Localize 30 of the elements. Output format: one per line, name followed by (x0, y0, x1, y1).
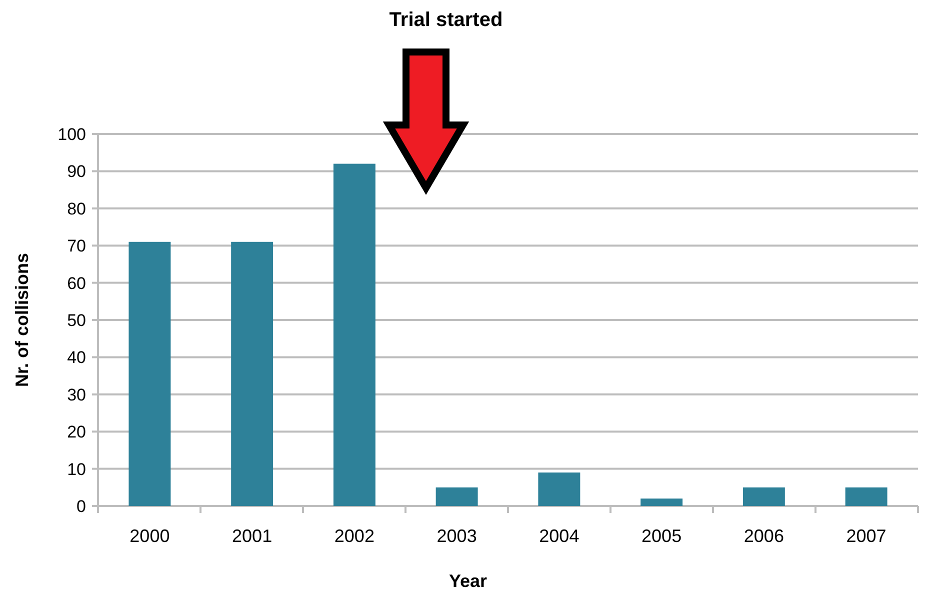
y-tick-label: 10 (67, 460, 86, 479)
y-axis-title: Nr. of collisions (12, 252, 32, 388)
x-tick-label: 2007 (846, 526, 886, 546)
y-tick-label: 20 (67, 422, 86, 442)
bar (640, 498, 683, 506)
x-tick-label: 2005 (642, 526, 682, 546)
y-tick-label: 100 (58, 124, 86, 144)
bar (436, 487, 478, 506)
y-tick-label: 30 (67, 385, 86, 404)
bar (742, 487, 785, 506)
x-tick-label: 2000 (130, 526, 170, 546)
y-tick-label: 0 (76, 496, 86, 516)
bar (128, 242, 171, 506)
bar (333, 164, 376, 506)
x-tick-label: 2002 (334, 526, 374, 546)
y-tick-label: 70 (67, 236, 86, 256)
bar (538, 472, 580, 506)
x-tick-label: 2001 (232, 526, 272, 546)
y-tick-label: 90 (67, 162, 86, 182)
text: Trial started (389, 9, 503, 31)
y-tick-label: 60 (67, 274, 86, 293)
y-tick-label: 50 (67, 310, 86, 330)
x-tick-label: 2004 (539, 526, 580, 546)
x-tick-label: 2003 (436, 526, 477, 546)
y-tick-label: 40 (67, 348, 86, 368)
bar (231, 242, 274, 506)
bar (845, 487, 888, 506)
x-axis-title: Year (448, 571, 488, 591)
x-tick-label: 2006 (744, 526, 784, 546)
y-tick-label: 80 (67, 199, 86, 218)
